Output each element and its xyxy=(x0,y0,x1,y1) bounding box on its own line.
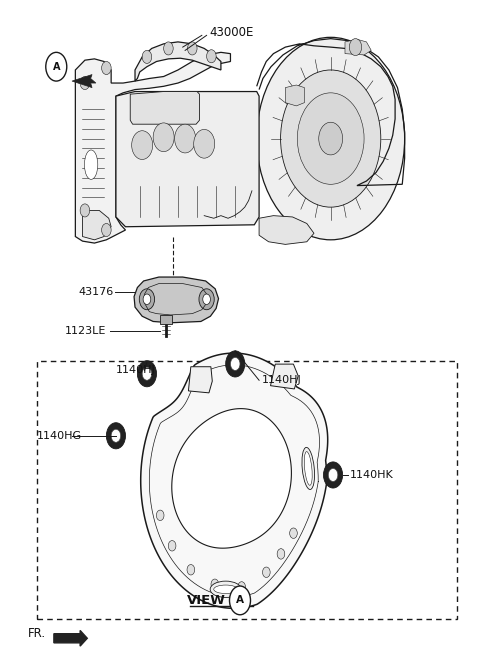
Circle shape xyxy=(164,42,173,55)
Circle shape xyxy=(107,422,125,449)
Polygon shape xyxy=(160,315,172,324)
Polygon shape xyxy=(54,630,87,646)
Circle shape xyxy=(175,124,196,153)
Circle shape xyxy=(188,42,197,55)
Circle shape xyxy=(46,52,67,81)
Circle shape xyxy=(263,567,270,577)
Ellipse shape xyxy=(210,581,241,598)
Polygon shape xyxy=(189,367,212,393)
Text: FR.: FR. xyxy=(28,626,46,640)
Ellipse shape xyxy=(304,451,312,485)
Circle shape xyxy=(199,289,214,310)
Text: 1140HJ: 1140HJ xyxy=(262,375,301,385)
Circle shape xyxy=(257,37,405,240)
Circle shape xyxy=(137,361,156,387)
Circle shape xyxy=(229,586,251,615)
Circle shape xyxy=(143,294,151,304)
Text: 43000E: 43000E xyxy=(209,26,253,39)
Circle shape xyxy=(324,462,343,488)
Text: VIEW: VIEW xyxy=(187,594,226,607)
Polygon shape xyxy=(172,409,291,548)
Circle shape xyxy=(139,289,155,310)
Polygon shape xyxy=(271,364,298,389)
Polygon shape xyxy=(134,277,218,323)
Circle shape xyxy=(187,565,195,575)
Circle shape xyxy=(226,351,245,377)
Circle shape xyxy=(111,429,120,442)
Text: 1123LE: 1123LE xyxy=(65,326,107,337)
Circle shape xyxy=(238,582,245,592)
Polygon shape xyxy=(116,92,259,227)
Circle shape xyxy=(142,367,152,380)
Polygon shape xyxy=(141,353,328,608)
Circle shape xyxy=(319,122,343,155)
Ellipse shape xyxy=(214,585,238,594)
Text: 43176: 43176 xyxy=(78,287,114,297)
Circle shape xyxy=(80,204,90,217)
Circle shape xyxy=(132,131,153,159)
Text: 1140HK: 1140HK xyxy=(350,470,394,480)
Circle shape xyxy=(206,50,216,63)
Ellipse shape xyxy=(302,447,314,489)
Text: A: A xyxy=(52,62,60,72)
Circle shape xyxy=(194,129,215,158)
Circle shape xyxy=(156,510,164,521)
Circle shape xyxy=(289,528,297,539)
Polygon shape xyxy=(72,75,96,88)
Polygon shape xyxy=(345,39,371,55)
Text: 1140HJ: 1140HJ xyxy=(116,365,156,375)
Circle shape xyxy=(80,77,90,90)
Circle shape xyxy=(297,93,364,184)
Polygon shape xyxy=(285,85,304,106)
Circle shape xyxy=(102,224,111,237)
Circle shape xyxy=(142,51,152,64)
Circle shape xyxy=(203,294,210,304)
Polygon shape xyxy=(75,52,230,243)
Circle shape xyxy=(328,468,338,482)
Ellipse shape xyxy=(84,150,98,179)
Polygon shape xyxy=(83,211,111,240)
Circle shape xyxy=(102,62,111,75)
Text: A: A xyxy=(236,596,244,605)
FancyBboxPatch shape xyxy=(37,361,457,619)
Polygon shape xyxy=(259,216,314,245)
Circle shape xyxy=(277,548,285,559)
Circle shape xyxy=(211,579,219,590)
Polygon shape xyxy=(130,92,199,124)
Polygon shape xyxy=(135,42,221,81)
Circle shape xyxy=(349,39,362,56)
Circle shape xyxy=(168,541,176,551)
Circle shape xyxy=(153,123,174,152)
Text: 1140HG: 1140HG xyxy=(37,431,82,441)
Circle shape xyxy=(230,358,240,371)
Circle shape xyxy=(281,70,381,207)
